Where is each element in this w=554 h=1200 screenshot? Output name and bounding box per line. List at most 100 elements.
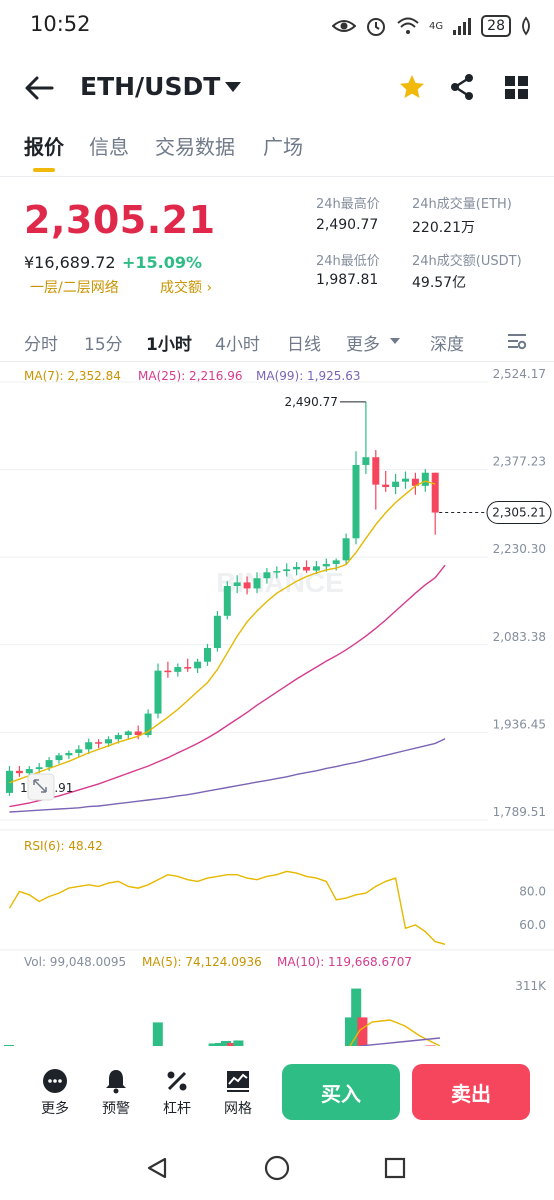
candle-body: [332, 560, 340, 564]
candle-body: [114, 735, 122, 740]
buy-button[interactable]: 买入: [282, 1064, 400, 1120]
eye-icon: [332, 20, 357, 32]
candle-body: [253, 578, 261, 589]
interval-4h[interactable]: 4小时: [215, 335, 260, 355]
tab-quote[interactable]: 报价: [24, 135, 64, 159]
volume-bar: [233, 1040, 244, 1046]
high-value: 2,490.77: [316, 217, 379, 233]
star-icon[interactable]: [397, 72, 427, 102]
rsi-legend: RSI(6): 48.42: [24, 839, 103, 853]
candle-body: [342, 538, 350, 561]
battery-indicator: 28: [481, 15, 511, 37]
recents-square-icon[interactable]: [383, 1156, 407, 1180]
pair-title[interactable]: ETH/USDT: [80, 72, 221, 101]
nav-header: ETH/USDT: [0, 60, 554, 116]
leaf-icon: [522, 16, 530, 36]
candle-body: [243, 582, 251, 589]
rsi-tick-label: 80.0: [519, 884, 546, 898]
system-nav-bar: [0, 1136, 554, 1200]
candle-body: [85, 742, 93, 750]
candle-body: [362, 457, 370, 465]
candle-body: [75, 749, 83, 753]
bell-icon: [106, 1070, 126, 1094]
volume-bar: [357, 1017, 368, 1046]
turnover-value: 49.57亿: [412, 275, 467, 291]
candle-body: [322, 563, 330, 567]
status-icons: 4G 28: [332, 12, 532, 40]
volume-legend: Vol: 99,048.0095: [24, 955, 126, 969]
pair-dropdown-icon[interactable]: [225, 82, 241, 92]
change-percent: +15.09%: [122, 253, 203, 272]
volume-value: 220.21万: [412, 220, 475, 236]
rsi-tick-label: 60.0: [519, 918, 546, 932]
candle-body: [144, 713, 152, 736]
candle-body: [392, 481, 400, 488]
interval-time[interactable]: 分时: [24, 335, 58, 355]
y-tick-label: 2,230.30: [493, 542, 546, 556]
candle-body: [105, 739, 112, 744]
bottom-action-bar: 更多 预警 杠杆 网格 买入 卖出: [0, 1050, 554, 1130]
wifi-icon: [397, 17, 419, 34]
volume-tick-label: 311K: [515, 979, 547, 993]
volume-bar: [351, 988, 362, 1046]
tab-trading-data[interactable]: 交易数据: [155, 135, 235, 159]
candle-body: [303, 566, 310, 571]
candle-body: [174, 667, 182, 672]
candle-body: [421, 472, 429, 486]
volume-label: 24h成交量(ETH): [412, 197, 512, 212]
candle-body: [372, 457, 380, 485]
volume-bar: [221, 1040, 231, 1046]
leverage-button[interactable]: 杠杆: [152, 1068, 202, 1118]
candle-body: [233, 582, 241, 586]
sell-button[interactable]: 卖出: [412, 1064, 530, 1120]
ma7-legend: MA(7): 2,352.84: [24, 369, 121, 383]
interval-depth[interactable]: 深度: [430, 335, 464, 355]
tab-square[interactable]: 广场: [263, 135, 303, 159]
interval-more[interactable]: 更多: [346, 335, 380, 355]
candle-body: [15, 770, 23, 774]
interval-15m[interactable]: 15分: [84, 335, 123, 355]
volume-legend: MA(5): 74,124.0936: [142, 955, 262, 969]
volume-bar: [208, 1043, 219, 1046]
chart-settings-icon[interactable]: [506, 330, 528, 352]
network-type-label: 4G: [429, 20, 444, 32]
ma99-line: [9, 738, 446, 813]
back-arrow-icon[interactable]: [24, 74, 54, 102]
candle-body: [95, 742, 103, 744]
candle-body: [194, 661, 202, 669]
low-value: 1,987.81: [316, 272, 379, 288]
grid-button[interactable]: 网格: [213, 1068, 263, 1118]
back-triangle-icon[interactable]: [145, 1156, 169, 1180]
kline-chart[interactable]: 2,524.17 2,377.23 2,230.30 2,083.38 1,936.45…: [0, 366, 554, 1046]
candle-body: [263, 572, 271, 579]
candle-body: [283, 569, 291, 572]
share-icon[interactable]: [447, 72, 477, 102]
interval-day[interactable]: 日线: [287, 335, 321, 355]
y-tick-label: 2,524.17: [493, 367, 546, 381]
high-marker-label: 2,490.77: [284, 395, 337, 409]
home-circle-icon[interactable]: [264, 1155, 290, 1181]
candle-body: [55, 755, 63, 761]
interval-1h[interactable]: 1小时: [146, 335, 192, 355]
candle-body: [352, 464, 360, 539]
divider: [0, 176, 554, 177]
more-button[interactable]: 更多: [30, 1068, 80, 1118]
candle-body: [273, 571, 281, 573]
alert-button[interactable]: 预警: [91, 1068, 141, 1118]
more-caret-icon[interactable]: [390, 338, 400, 344]
grid-menu-icon[interactable]: [501, 72, 531, 102]
grid-trading-icon: [227, 1071, 249, 1092]
candle-body: [124, 731, 132, 736]
divider: [0, 361, 554, 362]
volume-bar: [345, 1017, 355, 1046]
volume-bar: [227, 1042, 238, 1046]
tab-info[interactable]: 信息: [89, 135, 129, 159]
alert-label: 预警: [102, 1101, 130, 1117]
candle-body: [25, 769, 33, 774]
volume-bar: [425, 1045, 436, 1046]
turnover-link[interactable]: 成交额 ›: [160, 280, 213, 296]
ma25-line: [9, 564, 446, 808]
network-tag-link[interactable]: 一层/二层网络: [30, 280, 119, 296]
candle-body: [6, 770, 13, 793]
status-time: 10:52: [30, 12, 91, 36]
